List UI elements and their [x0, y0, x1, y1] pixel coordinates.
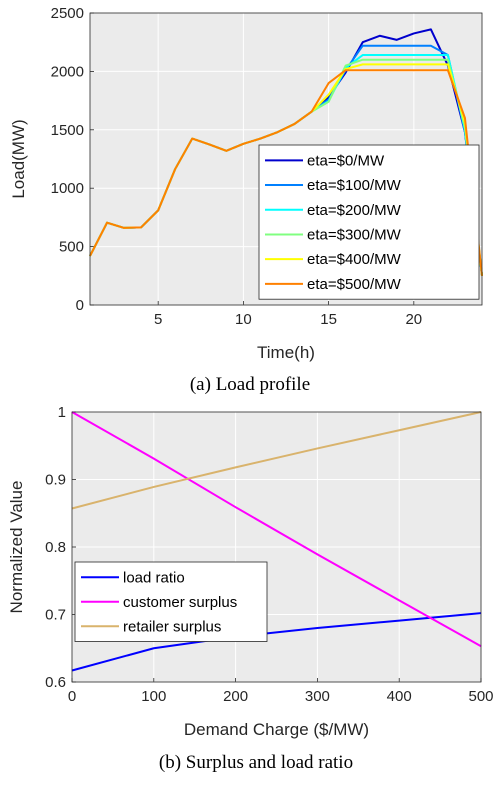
axes-box	[71, 411, 482, 683]
x-tick-label: 200	[223, 688, 248, 705]
y-axis-label: Normalized Value	[7, 481, 26, 614]
x-axis-label: Time(h)	[257, 343, 315, 362]
legend-entry: eta=$300/MW	[307, 226, 402, 243]
axes-box	[89, 12, 483, 306]
figure-caption: (a) Load profile	[190, 374, 310, 395]
legend-entry: eta=$100/MW	[307, 177, 402, 194]
legend-entry: retailer surplus	[123, 618, 221, 635]
legend-entry: eta=$500/MW	[307, 276, 402, 293]
y-tick-label: 2500	[51, 5, 84, 22]
x-tick-label: 5	[154, 311, 162, 328]
series-line-eta-500-mw	[89, 69, 483, 276]
x-tick-label: 500	[468, 688, 493, 705]
legend-entry: eta=$400/MW	[307, 251, 402, 268]
series-line-load-ratio	[71, 612, 482, 672]
series-line-customer-surplus	[71, 411, 482, 648]
series-line-retailer-surplus	[71, 411, 482, 510]
legend-entry: eta=$0/MW	[307, 152, 385, 169]
x-tick-label: 20	[405, 311, 422, 328]
y-tick-label: 1000	[51, 180, 84, 197]
x-tick-label: 300	[305, 688, 330, 705]
y-axis-label: Load(MW)	[9, 119, 28, 198]
legend-box	[258, 144, 480, 300]
x-axis-label: Demand Charge ($/MW)	[184, 720, 369, 739]
legend-entry: load ratio	[123, 569, 185, 586]
y-tick-label: 0.9	[45, 472, 66, 489]
legend-entry: customer surplus	[123, 594, 237, 611]
legend-entry: eta=$200/MW	[307, 202, 402, 219]
y-tick-label: 0.7	[45, 607, 66, 624]
y-tick-label: 2000	[51, 63, 84, 80]
x-tick-label: 10	[235, 311, 252, 328]
figure-caption: (b) Surplus and load ratio	[159, 752, 353, 773]
y-tick-label: 0.6	[45, 674, 66, 691]
y-tick-label: 1500	[51, 122, 84, 139]
x-tick-label: 400	[387, 688, 412, 705]
y-tick-label: 0	[76, 297, 84, 314]
x-tick-label: 100	[141, 688, 166, 705]
x-tick-label: 15	[320, 311, 337, 328]
y-tick-label: 0.8	[45, 539, 66, 556]
y-tick-label: 1	[58, 404, 66, 421]
y-tick-label: 500	[59, 239, 84, 256]
chart-surplus-load-ratio: 0 100 200 300 400 500 0.6 0.7 0.8 0.9 1 Demand Char…	[7, 404, 494, 773]
chart-load-profile: 5 10 15 20 0 500 1000 1500 2000 2500 Time(h) Load(M…	[9, 5, 483, 395]
x-tick-label: 0	[68, 688, 76, 705]
